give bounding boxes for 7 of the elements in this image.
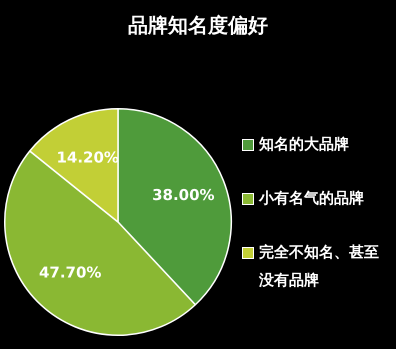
data-label: 38.00%: [152, 186, 215, 204]
chart-title: 品牌知名度偏好: [127, 12, 269, 39]
legend-label: 小有名气的品牌: [259, 188, 364, 209]
legend-label: 完全不知名、甚至没有品牌: [259, 242, 380, 291]
data-label: 47.70%: [38, 263, 102, 282]
data-label: 14.20%: [56, 148, 119, 167]
legend-label: 知名的大品牌: [259, 134, 349, 155]
